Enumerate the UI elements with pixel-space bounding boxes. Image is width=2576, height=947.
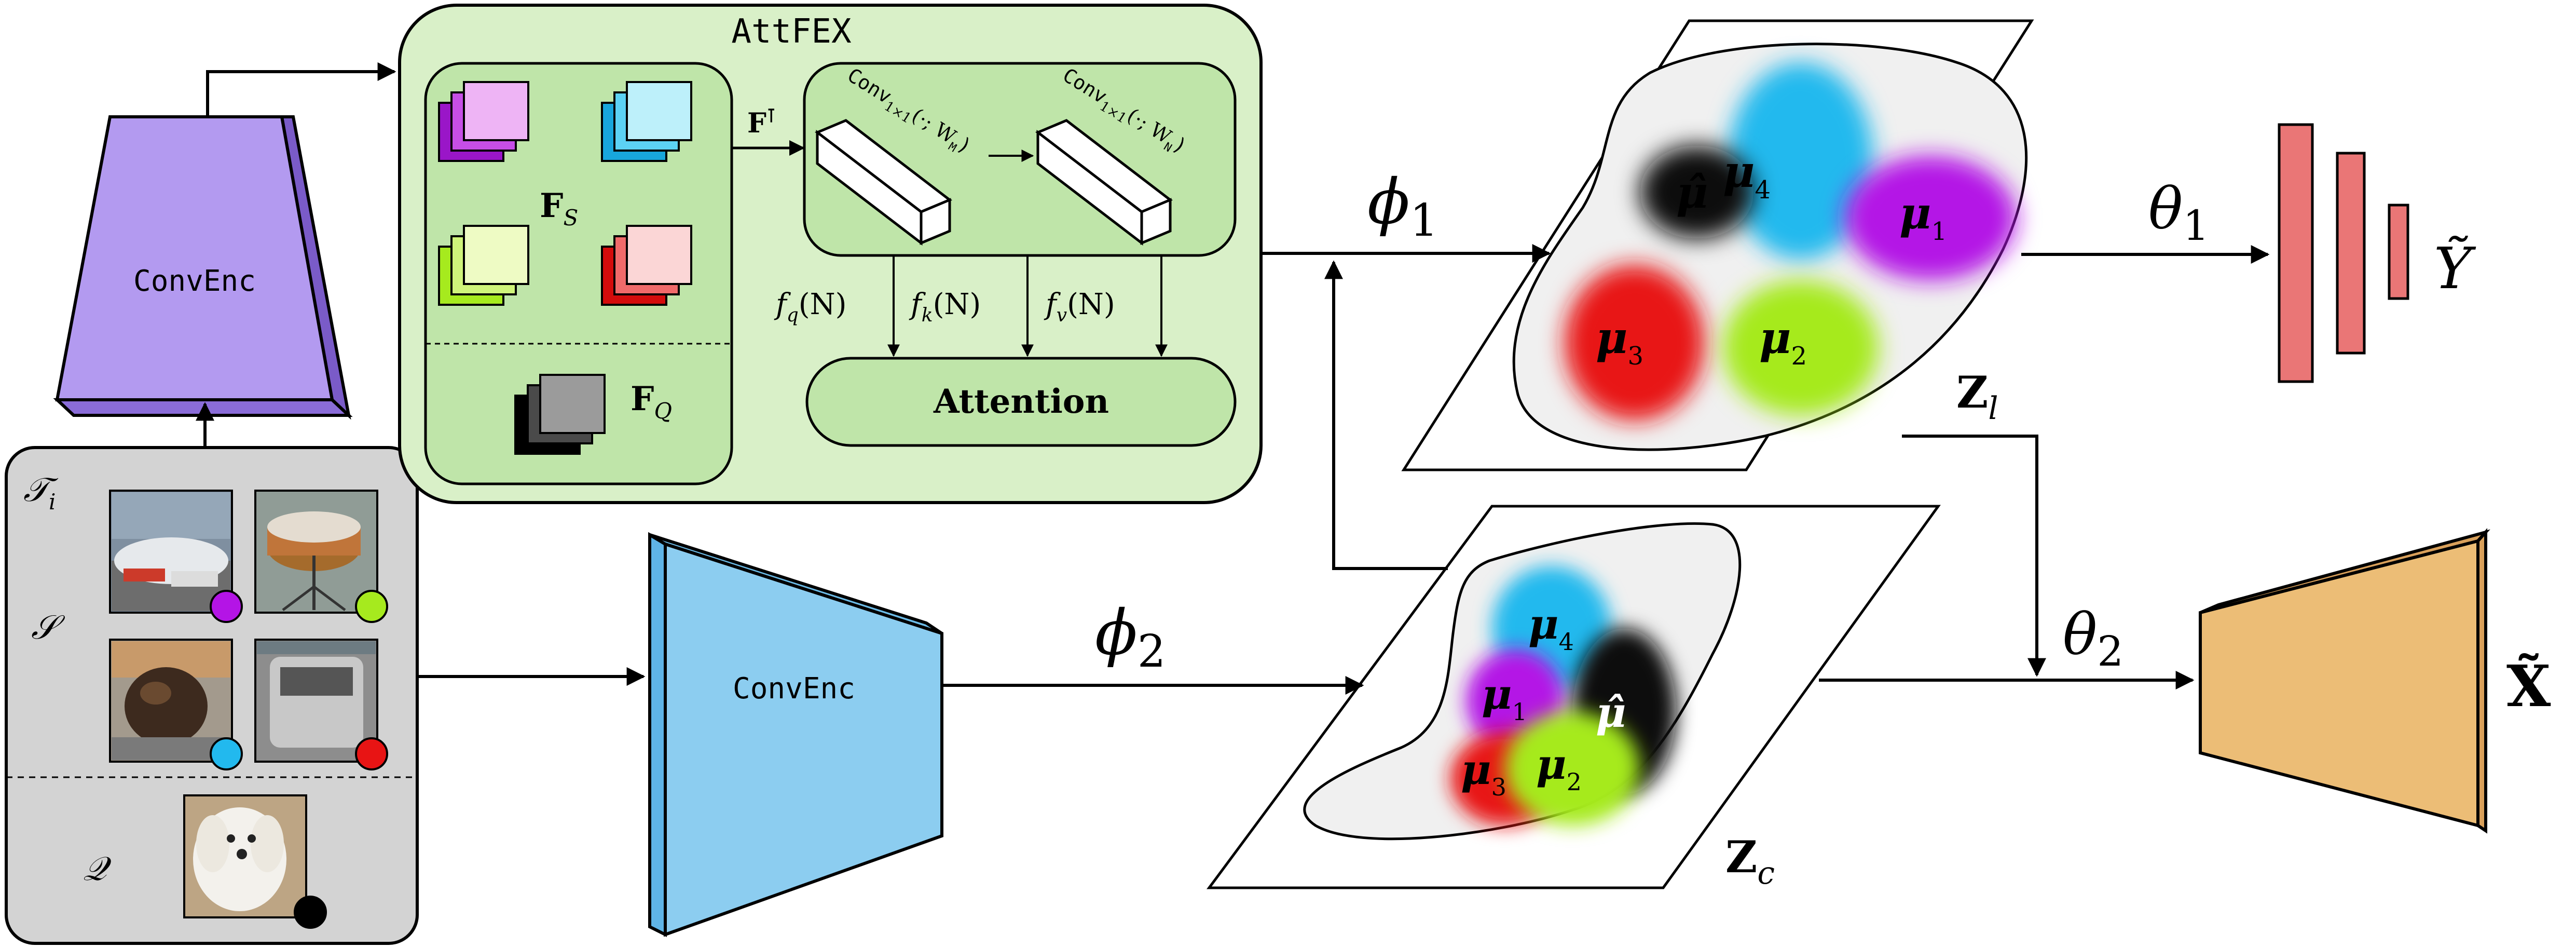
zl-label: Zl [1956, 367, 1998, 427]
support-image-2 [254, 490, 388, 623]
class4-marker [210, 737, 243, 770]
zc-cluster-class2 [1505, 711, 1640, 826]
support-image-4 [254, 639, 388, 770]
support-image-3 [109, 639, 243, 770]
zl-mu3: μ3 [1596, 312, 1643, 371]
conv-panel: Conv1×1(·; WM) Conv1×1(·; WN) [803, 62, 1237, 257]
class2-marker [355, 590, 388, 623]
cluster-class2 [1723, 280, 1879, 415]
zc-mu2: μ2 [1536, 740, 1582, 796]
feature-stack-class2 [438, 225, 529, 306]
query-image [183, 794, 327, 929]
zl-mu-hat: μ̂ [1676, 167, 1708, 218]
zc-mu-hat: μ̂ [1596, 688, 1626, 737]
conv-encoder-bottom-label: ConvEnc [733, 672, 855, 706]
y-tilde-label: Ỹ [2434, 235, 2476, 302]
label-output-bars: Ỹ [2278, 123, 2476, 383]
x-tilde-label: X̃ [2506, 653, 2551, 720]
latent-space-l: μ̂ μ4 μ1 μ3 μ2 Zl [1401, 19, 2034, 471]
attention-label: Attention [933, 382, 1109, 421]
query-feature-stack [514, 374, 606, 455]
zl-mu2: μ2 [1759, 312, 1807, 371]
conv-block-n [1035, 119, 1173, 246]
conv-encoder-bottom: ConvEnc [648, 532, 943, 937]
zc-mu1: μ1 [1482, 670, 1527, 726]
theta2-label: θ2 [2063, 601, 2123, 675]
query-marker [294, 896, 327, 929]
attfex-module: AttFEX [398, 4, 1263, 504]
zl-to-theta2-arrow [1902, 435, 2046, 677]
class3-marker [355, 737, 388, 770]
fv-label: fv(N) [1044, 288, 1115, 326]
zc-to-phi1-arrow [1324, 260, 1448, 570]
cluster-class3 [1565, 265, 1705, 421]
attfex-title: AttFEX [731, 12, 851, 51]
theta1-label: θ1 [2148, 175, 2209, 250]
class1-marker [210, 590, 243, 623]
transpose-label: F⊺ [747, 105, 776, 139]
support-image-1 [109, 490, 243, 623]
task-panel: 𝒯i 𝒮 𝒬 [5, 446, 419, 945]
zc-mu3: μ3 [1461, 745, 1506, 801]
zl-mu4: μ4 [1723, 146, 1771, 205]
feature-stack-class4 [601, 81, 692, 162]
query-set-label: 𝒬 [83, 850, 112, 888]
fq-label: fq(N) [774, 288, 846, 326]
features-panel: FS FQ [424, 62, 733, 485]
feature-stack-class3 [601, 225, 692, 306]
conv-block-m [815, 119, 952, 246]
attention-block [805, 357, 1237, 447]
conv-encoder-top: ConvEnc [53, 115, 353, 420]
zc-mu4: μ4 [1528, 600, 1574, 656]
feature-stack-class1 [438, 81, 529, 162]
support-features-label: FS [540, 186, 578, 231]
cluster-query [1640, 145, 1754, 239]
zc-label: Zc [1725, 831, 1775, 891]
encoder-top-to-attfex-arrow [206, 62, 396, 117]
conv-encoder-top-label: ConvEnc [133, 264, 256, 298]
zl-mu1: μ1 [1899, 187, 1947, 246]
cluster-class1 [1845, 156, 2016, 280]
query-features-label: FQ [631, 380, 672, 424]
latent-space-c: μ4 μ1 μ̂ μ3 μ2 Zc [1207, 505, 1941, 891]
fk-label: fk(N) [909, 288, 981, 326]
phi2-label: ϕ2 [1095, 597, 1166, 678]
phi1-label: ϕ1 [1367, 166, 1438, 247]
cluster-class4 [1728, 62, 1873, 260]
decoder: X̃ [2199, 528, 2551, 834]
